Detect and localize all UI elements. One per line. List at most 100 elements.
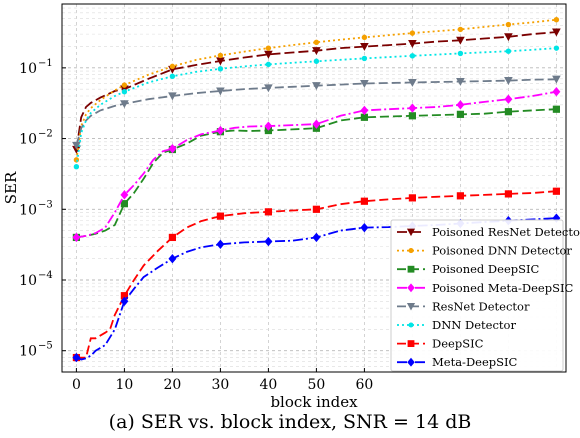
- series-4: [72, 75, 561, 150]
- data-point: [168, 143, 177, 154]
- legend-label: Poisoned ResNet Detector: [432, 225, 580, 239]
- data-point: [408, 194, 416, 202]
- data-point: [457, 26, 464, 33]
- data-point: [312, 82, 321, 90]
- data-point: [169, 63, 176, 70]
- data-point: [553, 45, 560, 51]
- series-5: [73, 45, 560, 170]
- legend: Poisoned ResNet Detector Poisoned DNN Det…: [390, 219, 580, 372]
- data-point: [264, 84, 273, 93]
- data-point: [312, 47, 321, 55]
- data-point: [264, 121, 273, 131]
- data-point: [169, 73, 176, 79]
- legend-marker: [407, 357, 415, 367]
- data-point: [408, 103, 417, 113]
- legend-entry: Poisoned DeepSIC: [397, 262, 540, 276]
- data-point: [72, 352, 81, 363]
- data-point: [457, 50, 464, 57]
- data-point: [360, 113, 368, 121]
- legend-entry: Poisoned Meta-DeepSIC: [397, 281, 573, 295]
- data-point: [456, 100, 465, 110]
- data-point: [264, 236, 273, 247]
- figure-caption: (a) SER vs. block index, SNR = 14 dB: [109, 411, 472, 433]
- data-point: [408, 112, 416, 120]
- data-point: [73, 164, 80, 170]
- data-point: [456, 77, 465, 86]
- data-point: [360, 105, 369, 116]
- series-line: [76, 90, 557, 239]
- data-point: [72, 145, 81, 154]
- y-tick-label: 10: [19, 132, 37, 148]
- data-point: [216, 125, 225, 136]
- legend-entry: Poisoned ResNet Detector: [397, 225, 580, 239]
- data-point: [409, 53, 416, 59]
- data-point: [552, 28, 561, 37]
- legend-marker: [407, 265, 415, 273]
- legend-entry: DNN Detector: [397, 318, 516, 332]
- data-point: [312, 232, 321, 243]
- legend-entry: DeepSIC: [397, 337, 484, 351]
- data-point: [313, 39, 320, 45]
- x-tick-label: 20: [163, 377, 181, 393]
- data-point: [265, 61, 272, 68]
- data-point: [120, 200, 128, 208]
- legend-marker: [407, 283, 415, 293]
- y-tick-label: 10: [19, 202, 37, 218]
- data-point: [120, 296, 129, 306]
- data-point: [72, 232, 81, 243]
- series-3: [72, 87, 561, 243]
- data-point: [72, 141, 81, 150]
- y-tick-label: 10: [19, 273, 37, 289]
- x-tick-label: 60: [355, 377, 373, 393]
- legend-marker: [407, 340, 415, 347]
- data-point: [217, 66, 224, 72]
- data-point: [409, 30, 416, 36]
- data-point: [552, 87, 561, 97]
- plot-frame: [61, 3, 567, 373]
- legend-entry: Poisoned DNN Detector: [397, 244, 572, 258]
- data-point: [552, 105, 560, 113]
- data-point: [264, 50, 273, 59]
- data-point: [553, 16, 560, 23]
- data-point: [505, 21, 512, 28]
- y-tick-label: 10: [19, 61, 37, 77]
- series-1: [73, 16, 560, 163]
- data-point: [408, 40, 417, 48]
- data-point: [312, 205, 320, 213]
- legend-label: Poisoned Meta-DeepSIC: [432, 281, 573, 295]
- data-point: [504, 77, 513, 85]
- data-point: [360, 42, 369, 51]
- series-line: [76, 190, 557, 359]
- data-point: [121, 89, 128, 95]
- data-point: [360, 197, 368, 205]
- data-point: [504, 190, 512, 198]
- data-point: [121, 82, 128, 88]
- data-point: [168, 233, 176, 242]
- data-point: [504, 108, 512, 116]
- legend-label: Meta-DeepSIC: [432, 355, 518, 369]
- legend-marker: [408, 248, 414, 254]
- data-point: [265, 45, 272, 51]
- data-point: [120, 292, 128, 300]
- legend-entry: ResNet Detector: [397, 299, 530, 313]
- data-point: [360, 222, 369, 233]
- data-point: [73, 157, 80, 163]
- x-tick-label: 0: [72, 377, 81, 393]
- data-point: [120, 190, 129, 200]
- data-point: [264, 208, 272, 216]
- data-point: [552, 75, 561, 84]
- data-point: [361, 55, 368, 62]
- legend-entry: Meta-DeepSIC: [397, 355, 518, 369]
- legend-label: DeepSIC: [432, 337, 484, 351]
- y-tick-label: 10: [19, 344, 37, 360]
- x-tick-label: 40: [259, 377, 277, 393]
- data-point: [552, 213, 561, 223]
- legend-label: DNN Detector: [432, 318, 516, 332]
- data-point: [504, 94, 513, 104]
- legend-marker: [408, 322, 414, 328]
- legend-label: ResNet Detector: [432, 299, 530, 313]
- series-0: [72, 28, 561, 154]
- x-tick-label: 50: [307, 377, 325, 393]
